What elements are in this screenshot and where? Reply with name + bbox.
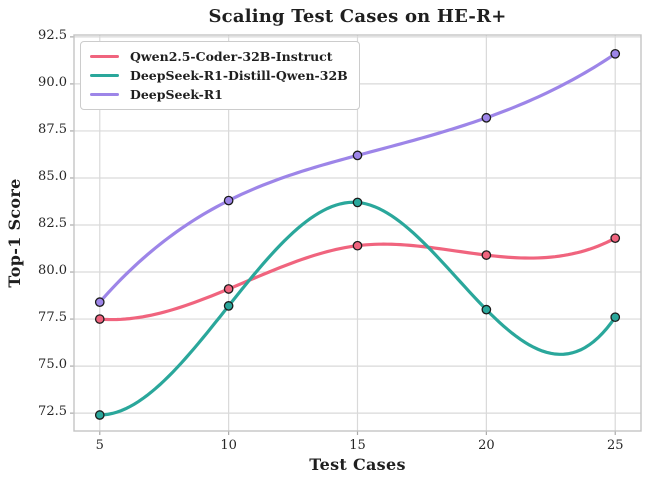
legend-swatch-line-icon (90, 54, 119, 59)
legend-label: DeepSeek-R1-Distill-Qwen-32B (130, 68, 348, 83)
legend-item-deepseek-distill: DeepSeek-R1-Distill-Qwen-32B (90, 66, 348, 85)
data-point-marker (352, 150, 363, 161)
data-point-marker (610, 312, 621, 323)
data-point-marker (610, 48, 621, 59)
legend-item-qwen-coder: Qwen2.5-Coder-32B-Instruct (90, 47, 348, 66)
data-point-marker (481, 250, 492, 260)
data-point-marker (94, 297, 105, 307)
x-tick-label: 10 (220, 438, 237, 453)
x-axis-label: Test Cases (309, 455, 406, 474)
axes-border (73, 34, 642, 432)
legend-item-deepseek-r1: DeepSeek-R1 (90, 85, 348, 104)
x-tick-label: 15 (349, 438, 366, 453)
data-point-marker (94, 410, 105, 420)
data-point-marker (223, 301, 234, 311)
y-tick-label: 82.5 (38, 216, 67, 231)
data-point-marker (481, 304, 492, 315)
y-tick-label: 80.0 (38, 263, 67, 279)
data-point-marker (610, 233, 621, 244)
data-point-marker (94, 314, 105, 324)
y-tick-label: 85.0 (38, 168, 67, 184)
data-point-marker (352, 197, 363, 208)
y-tick-label: 72.5 (38, 404, 67, 420)
data-point-marker (223, 195, 234, 206)
data-point-marker (481, 112, 492, 123)
y-tick-label: 77.5 (38, 310, 67, 326)
y-tick-label: 92.5 (38, 27, 67, 43)
y-tick-label: 75.0 (38, 357, 67, 373)
legend-swatch-line-icon (90, 73, 119, 78)
legend-label: Qwen2.5-Coder-32B-Instruct (130, 49, 333, 64)
legend: Qwen2.5-Coder-32B-Instruct DeepSeek-R1-D… (80, 41, 360, 110)
y-tick-label: 90.0 (38, 74, 67, 90)
x-tick-label: 5 (95, 438, 104, 453)
legend-label: DeepSeek-R1 (130, 87, 223, 102)
x-tick-label: 20 (478, 438, 495, 453)
chart-title: Scaling Test Cases on HE-R+ (208, 6, 507, 27)
x-tick-label: 25 (606, 438, 624, 453)
data-point-marker (223, 284, 234, 294)
legend-swatch-line-icon (90, 92, 119, 97)
data-point-marker (352, 240, 363, 251)
y-tick-label: 87.5 (38, 121, 67, 137)
